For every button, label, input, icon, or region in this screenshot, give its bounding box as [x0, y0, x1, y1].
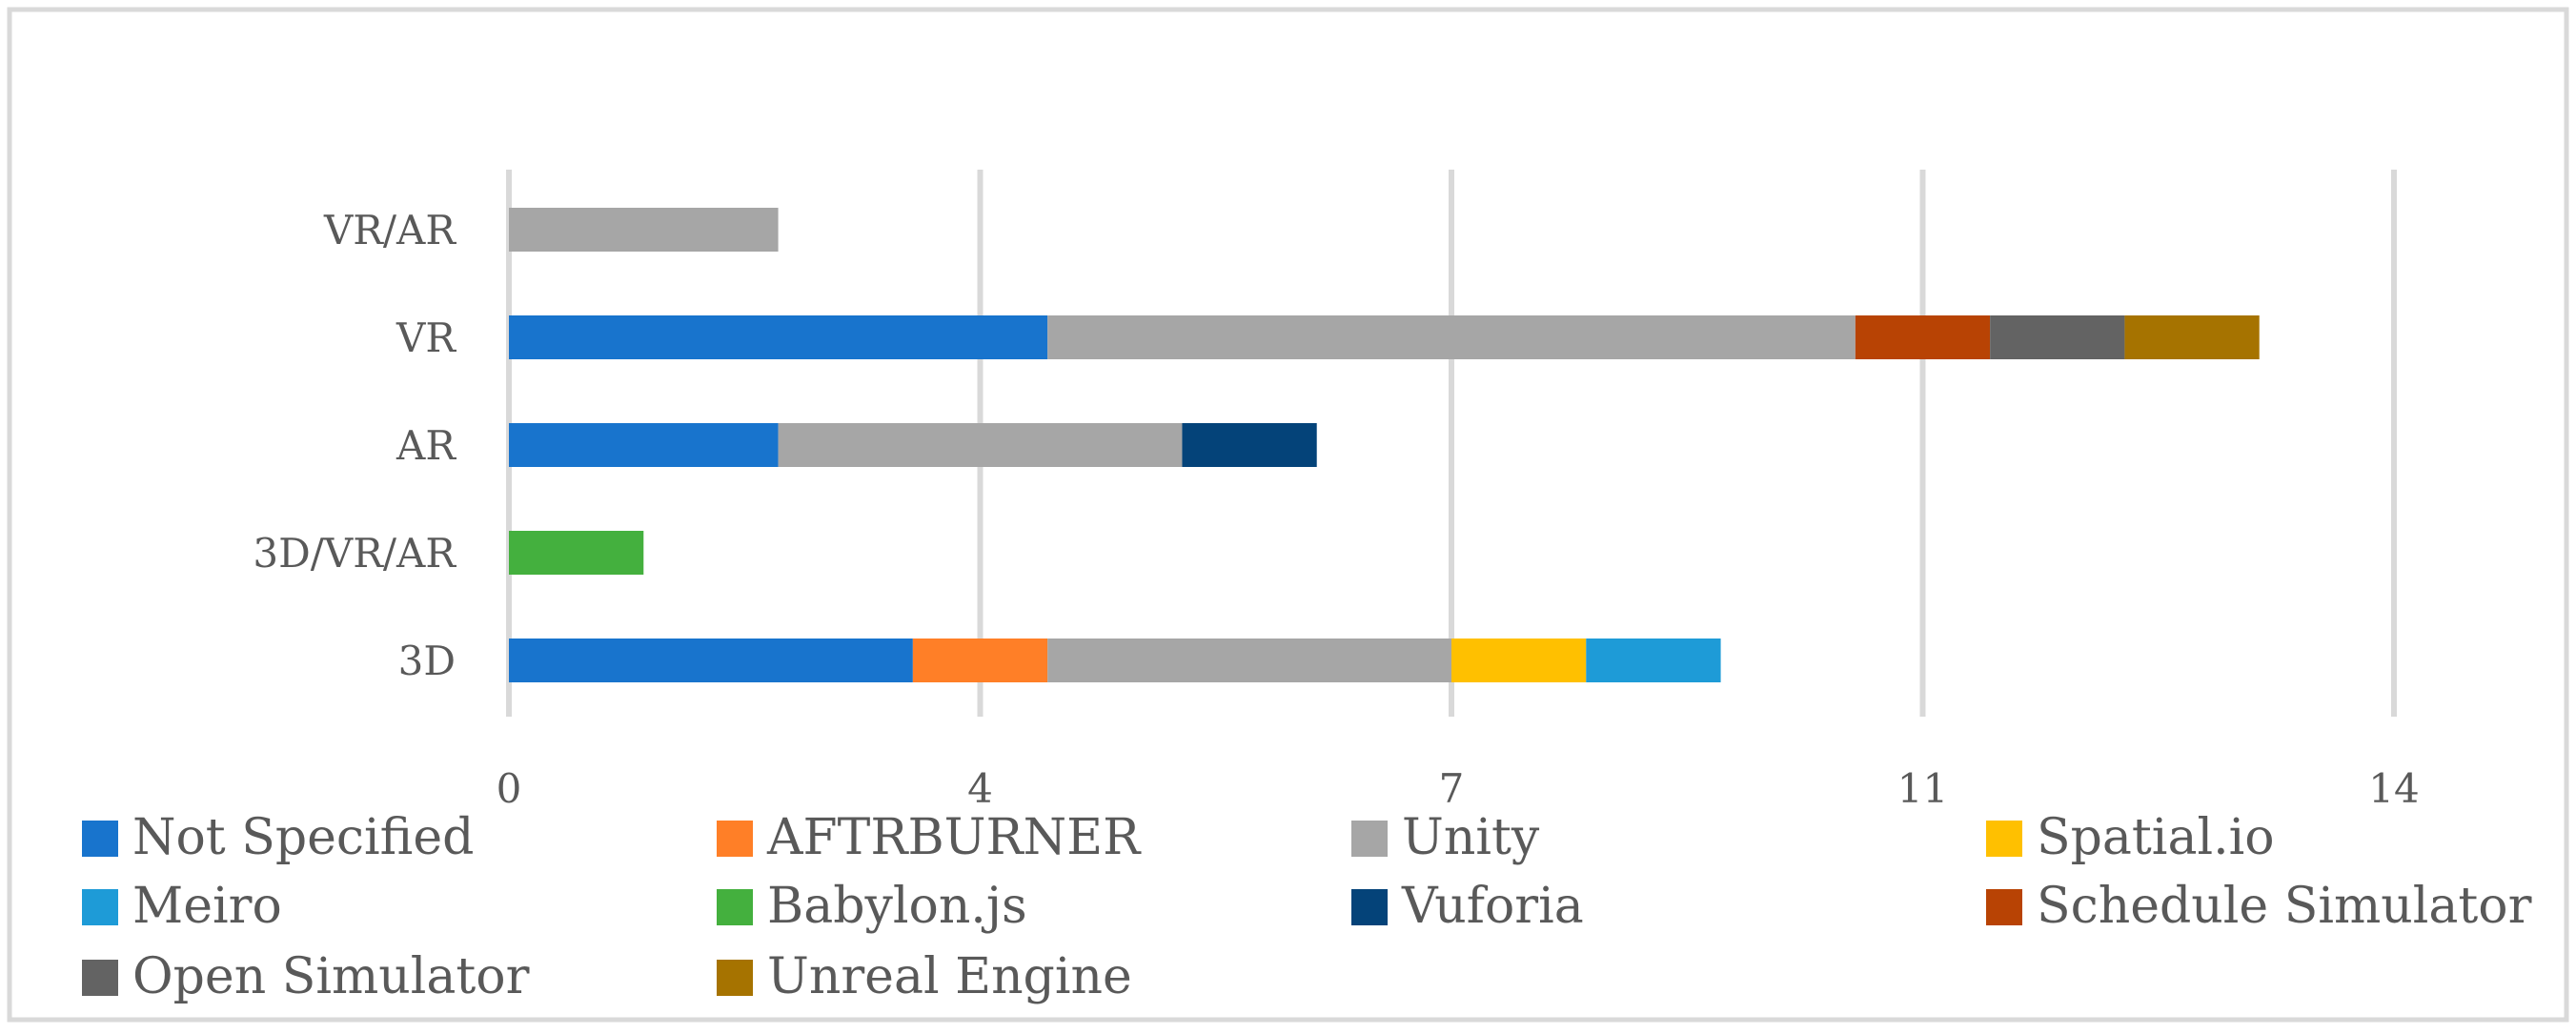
legend-swatch [82, 960, 118, 996]
x-tick-label: 0 [497, 765, 522, 812]
category-labels: VR/AR VR AR 3D/VR/AR 3D [253, 207, 456, 684]
legend-item-vuforia: Vuforia [1351, 878, 1584, 935]
legend-label: Open Simulator [132, 948, 530, 1005]
legend-item-spatial-io: Spatial.io [1986, 809, 2275, 866]
x-tick-label: 7 [1439, 765, 1465, 812]
grid-layer [506, 170, 2397, 717]
bar-vr-unreal-engine [2124, 315, 2260, 359]
legend-label: Schedule Simulator [2037, 878, 2532, 935]
legend-swatch [1986, 889, 2022, 925]
legend-label: Unreal Engine [767, 948, 1132, 1005]
legend-swatch [1351, 889, 1388, 925]
legend-swatch [717, 889, 753, 925]
legend-swatch [1351, 821, 1388, 857]
bar-vr-open-simulator [1990, 315, 2125, 359]
category-label-3d-vr-ar: 3D/VR/AR [253, 530, 456, 577]
legend-label: Spatial.io [2037, 809, 2275, 866]
bar-3d-not-specified [509, 639, 913, 682]
legend-swatch [717, 821, 753, 857]
x-tick-label: 11 [1897, 765, 1948, 812]
legend-item-schedule-simulator: Schedule Simulator [1986, 878, 2532, 935]
legend-label: Vuforia [1401, 878, 1584, 935]
bar-vr-ar-unity [509, 208, 779, 252]
legend: Not Specified AFTRBURNER Unity Spatial.io Me… [82, 809, 2532, 1005]
legend-label: Babylon.js [767, 878, 1027, 935]
bar-layer [509, 208, 2260, 682]
chart-frame [7, 7, 2569, 1023]
legend-item-aftrburner: AFTRBURNER [717, 809, 1142, 866]
bar-3d-vr-ar-babylon-js [509, 531, 644, 575]
legend-label: AFTRBURNER [766, 809, 1142, 866]
category-label-vr-ar: VR/AR [323, 207, 456, 253]
bar-ar-not-specified [509, 423, 779, 467]
x-tick-label: 4 [967, 765, 993, 812]
bar-3d-aftrburner [912, 639, 1048, 682]
category-label-vr: VR [396, 314, 456, 361]
bar-ar-unity [778, 423, 1183, 467]
legend-item-meiro: Meiro [82, 878, 282, 935]
bar-3d-unity [1047, 639, 1451, 682]
bar-vr-not-specified [509, 315, 1048, 359]
bar-3d-meiro [1586, 639, 1721, 682]
legend-label: Meiro [132, 878, 282, 935]
legend-item-unity: Unity [1351, 809, 1540, 866]
legend-item-not-specified: Not Specified [82, 809, 474, 866]
bar-ar-vuforia [1182, 423, 1317, 467]
legend-item-open-simulator: Open Simulator [82, 948, 530, 1005]
legend-label: Not Specified [132, 809, 474, 866]
x-tick-label: 14 [2368, 765, 2419, 812]
x-tick-labels: 0 4 7 11 14 [497, 765, 2420, 812]
legend-swatch [82, 889, 118, 925]
legend-swatch [82, 821, 118, 857]
category-label-ar: AR [396, 422, 456, 469]
legend-swatch [717, 960, 753, 996]
bar-vr-schedule-simulator [1855, 315, 1991, 359]
legend-item-babylon-js: Babylon.js [717, 878, 1027, 935]
legend-swatch [1986, 821, 2022, 857]
category-label-3d: 3D [398, 638, 456, 684]
bar-vr-unity [1047, 315, 1856, 359]
bar-3d-spatial-io [1451, 639, 1587, 682]
legend-item-unreal-engine: Unreal Engine [717, 948, 1132, 1005]
legend-label: Unity [1402, 809, 1540, 866]
